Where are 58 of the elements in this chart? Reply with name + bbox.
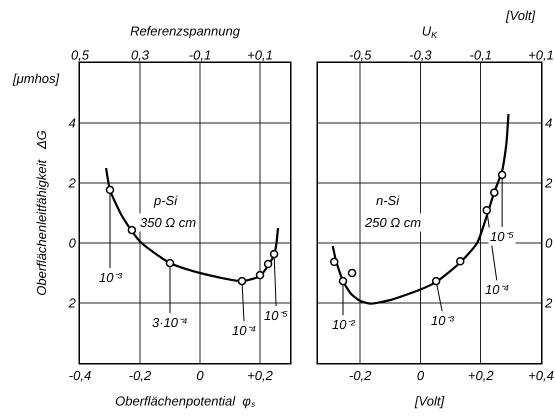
annotation: 350 Ω cm (140, 215, 196, 230)
x2-axis-title: U$_{K}$ (422, 23, 438, 40)
point (348, 268, 356, 278)
point (490, 188, 499, 197)
point (128, 226, 136, 234)
text: [μmhos] (12, 71, 60, 86)
x2-tick-label: +0,1 (528, 47, 554, 62)
x2-axis-title: Referenzspannung (130, 23, 241, 38)
annotation: 10⁻³ (431, 313, 454, 328)
annotation: 10⁻⁴ (232, 323, 256, 338)
y-tick-label: 2 (68, 176, 77, 191)
x2-tick-label: 0,3 (130, 47, 150, 62)
annotation: p-Si (153, 193, 178, 208)
point (432, 276, 440, 286)
y-tick-label: 2 (544, 176, 554, 191)
annotation: 10⁻² (332, 317, 356, 332)
point (270, 250, 278, 258)
y-tick-label: 0 (545, 236, 554, 251)
annotation: 3·10⁻⁴ (152, 315, 188, 330)
point (256, 270, 264, 280)
point (264, 260, 272, 268)
point (456, 257, 464, 266)
x2-tick-label: -0,5 (348, 47, 372, 62)
x-axis-title: Oberflächenpotential φₛ (115, 393, 256, 408)
point (338, 276, 348, 286)
annotation: 250 Ω cm (364, 215, 422, 230)
point (498, 170, 506, 180)
x-tick-label: 0 (416, 368, 425, 384)
x-tick-label: +0,2 (247, 368, 274, 384)
annotation: 10⁻⁵ (490, 229, 514, 244)
x2-tick-label: +0,1 (247, 47, 273, 62)
x-tick-label: -0,4 (68, 368, 92, 384)
annotation: 10⁻⁴ (485, 282, 510, 297)
y-tick-label: 0 (68, 236, 77, 251)
x-axis-title: [Volt] (414, 393, 444, 408)
point (166, 258, 174, 268)
y-tick-label: 2 (544, 296, 554, 311)
y-tick-label: 4 (68, 116, 76, 131)
x-tick-label: +0,2 (468, 368, 494, 384)
annotation: 10⁻³ (99, 270, 122, 285)
x-tick-label: +0,4 (528, 368, 554, 384)
text: [Volt] (505, 8, 536, 23)
x2-tick-label: -0,1 (470, 47, 492, 62)
x2-tick-label: -0,3 (409, 47, 432, 62)
x-tick-label: 0 (196, 368, 204, 384)
x-tick-label: -0,2 (348, 368, 372, 384)
point (330, 258, 339, 266)
y-tick-label: 2 (68, 296, 77, 311)
x-tick-label: -0,2 (128, 368, 152, 384)
y-tick-label: 4 (545, 116, 552, 131)
annotation: n-Si (376, 193, 400, 208)
point (482, 206, 492, 215)
point (238, 276, 246, 286)
x2-tick-label: 0,5 (70, 47, 90, 62)
point (106, 186, 114, 194)
x2-tick-label: -0,1 (188, 47, 212, 62)
y-axis-title: Oberflächenleitfähigkeit ΔG (34, 130, 49, 296)
annotation: 10⁻⁵ (264, 308, 288, 323)
